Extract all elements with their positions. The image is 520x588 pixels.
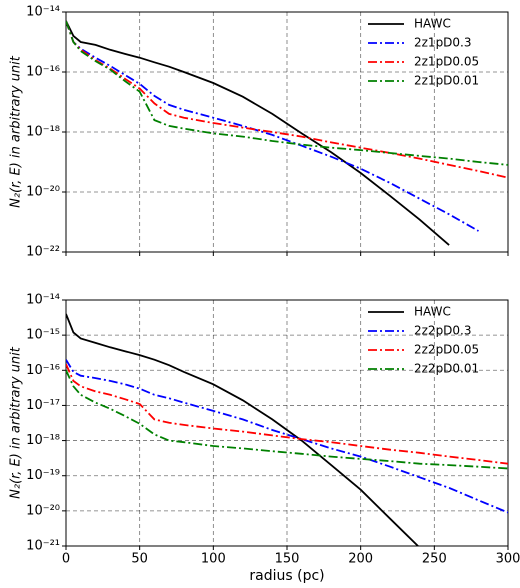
legend-label: 2z2pD0.01 [414, 362, 479, 376]
y-tick-label: 10⁻¹⁴ [26, 5, 60, 20]
plot-area [66, 313, 508, 546]
y-axis-label: N₂(r, E) in arbitrary unit [9, 346, 24, 499]
series-line [66, 369, 508, 470]
x-tick-label: 50 [131, 552, 148, 567]
legend-label: 2z2pD0.05 [414, 343, 479, 357]
y-tick-label: 10⁻¹⁶ [26, 65, 60, 80]
legend-label: HAWC [414, 17, 451, 31]
y-tick-label: 10⁻²⁰ [26, 503, 60, 518]
y-tick-label: 10⁻²⁰ [26, 185, 60, 200]
plot-area [66, 20, 508, 246]
y-tick-label: 10⁻¹⁸ [26, 433, 60, 448]
series-line [66, 359, 508, 514]
plot-frame [65, 11, 509, 253]
y-tick-label: 10⁻¹⁸ [26, 125, 60, 140]
y-tick-label: 10⁻²² [26, 245, 60, 260]
legend-label: 2z1pD0.05 [414, 55, 479, 69]
legend-label: 2z2pD0.3 [414, 324, 472, 338]
x-tick-label: 200 [348, 552, 373, 567]
y-tick-label: 10⁻¹⁹ [26, 468, 60, 483]
x-axis-label: radius (pc) [249, 568, 324, 584]
x-tick-label: 300 [496, 552, 520, 567]
series-line [66, 20, 450, 246]
series-line [66, 313, 420, 546]
x-tick-label: 0 [62, 552, 70, 567]
series-line [66, 363, 508, 465]
series-line [66, 20, 508, 166]
x-tick-label: 150 [275, 552, 300, 567]
y-tick-label: 10⁻¹⁵ [26, 328, 60, 343]
series-line [66, 20, 479, 232]
x-tick-label: 100 [201, 552, 226, 567]
y-tick-label: 10⁻²¹ [26, 539, 60, 554]
y-tick-label: 10⁻¹⁶ [26, 363, 60, 378]
plot-frame [65, 299, 509, 547]
legend-label: 2z1pD0.01 [414, 74, 479, 88]
legend-label: HAWC [414, 305, 451, 319]
legend-label: 2z1pD0.3 [414, 36, 472, 50]
y-tick-label: 10⁻¹⁷ [26, 398, 60, 413]
x-tick-label: 250 [422, 552, 447, 567]
y-tick-label: 10⁻¹⁴ [26, 293, 60, 308]
y-axis-label: N₂(r, E) in arbitrary unit [9, 55, 24, 208]
